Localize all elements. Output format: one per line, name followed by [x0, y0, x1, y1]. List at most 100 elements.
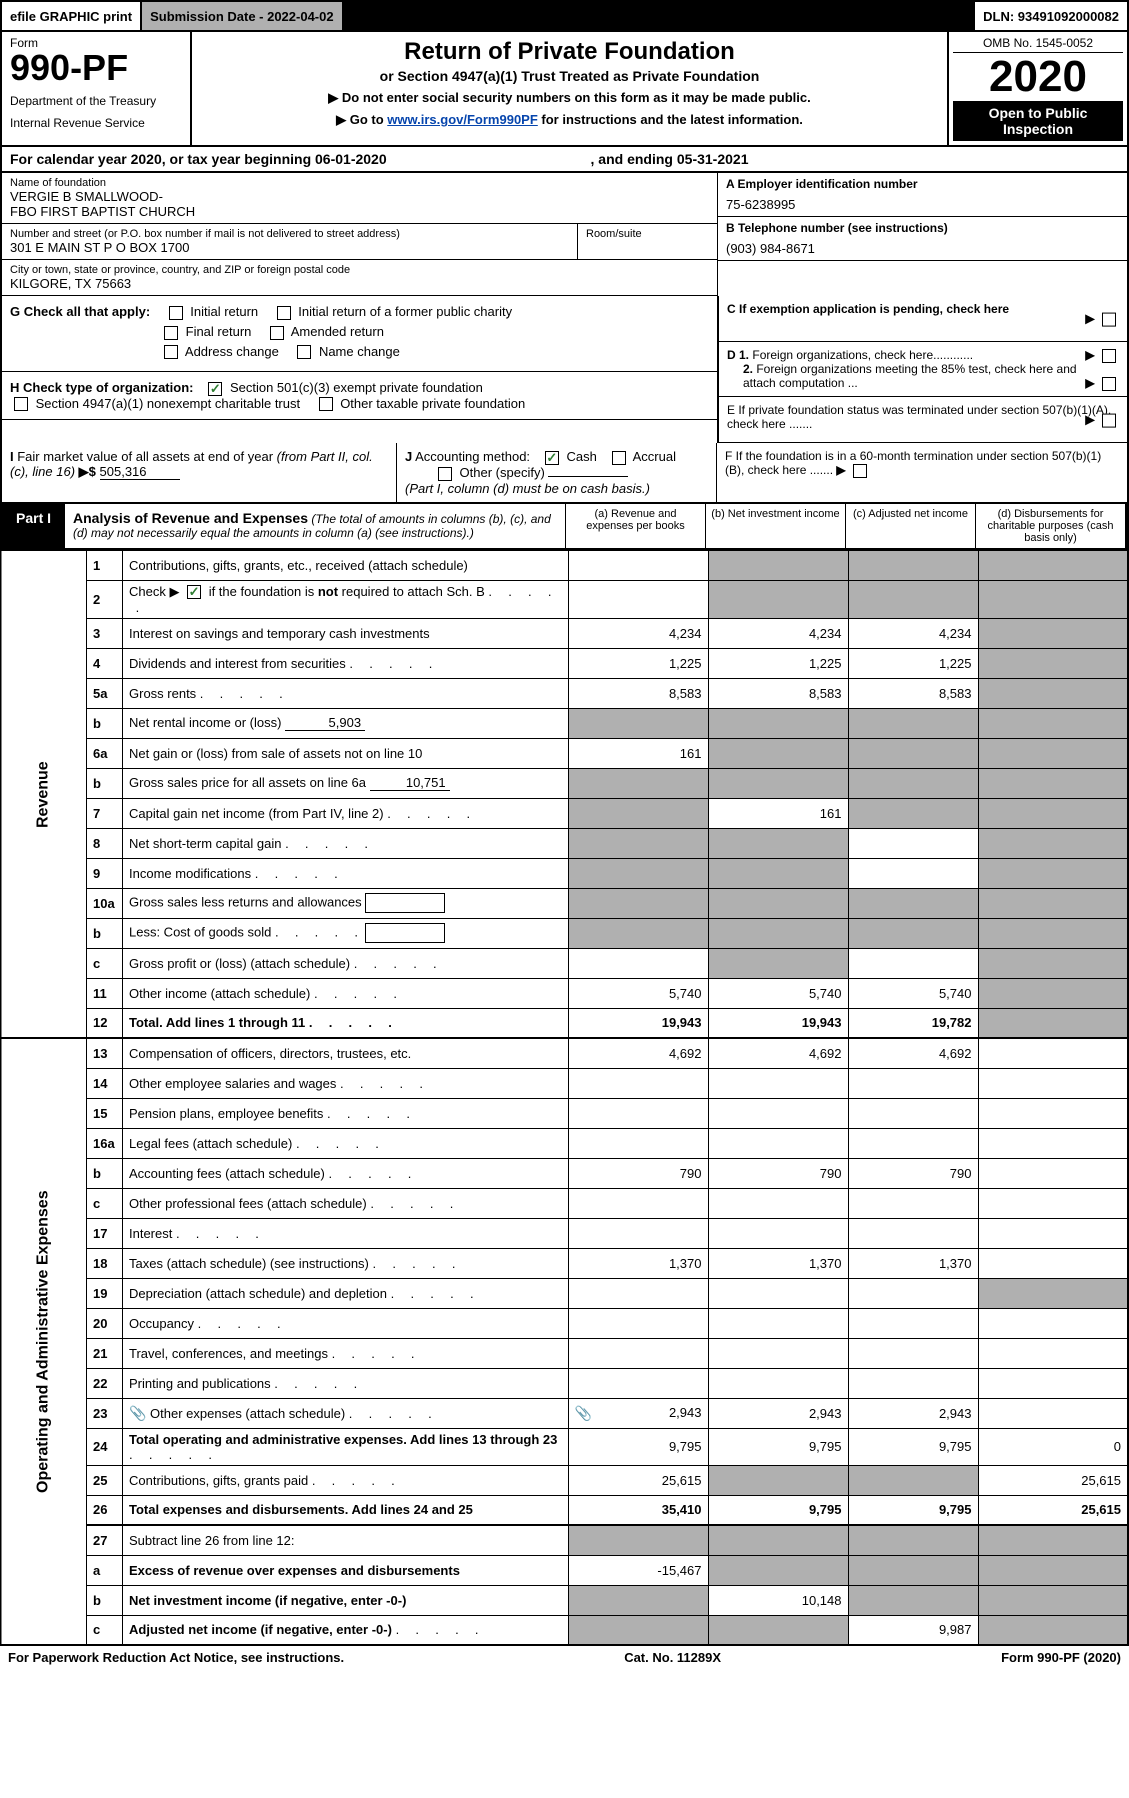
row-number: 26 [87, 1495, 123, 1525]
row-number: 21 [87, 1338, 123, 1368]
cell-c-c: 9,987 [848, 1615, 978, 1645]
checkbox-initial-return[interactable] [169, 306, 183, 320]
cell-b-a [568, 768, 708, 798]
city-cell: City or town, state or province, country… [2, 260, 717, 296]
row-desc: Net investment income (if negative, ente… [123, 1585, 569, 1615]
row-number: c [87, 948, 123, 978]
row-number: 2 [87, 580, 123, 618]
cell-4-a: 1,225 [568, 648, 708, 678]
cell-12-c: 19,782 [848, 1008, 978, 1038]
checkbox-f[interactable] [853, 464, 867, 478]
ijf-row: I Fair market value of all assets at end… [0, 443, 1129, 503]
cell-b-b: 10,148 [708, 1585, 848, 1615]
row-number: 23 [87, 1398, 123, 1428]
irs-link[interactable]: www.irs.gov/Form990PF [387, 112, 538, 127]
cell-14-d [978, 1068, 1128, 1098]
j-accounting: J Accounting method: Cash Accrual Other … [397, 443, 717, 501]
checkbox-accrual[interactable] [612, 451, 626, 465]
cell-20-d [978, 1308, 1128, 1338]
cell-1-a [568, 550, 708, 580]
efile-label: efile GRAPHIC print [2, 2, 142, 30]
checkbox-final-return[interactable] [164, 326, 178, 340]
cell-b-a [568, 1585, 708, 1615]
row-desc: Less: Cost of goods sold . . . . . [123, 918, 569, 948]
row-number: b [87, 1158, 123, 1188]
calendar-year-row: For calendar year 2020, or tax year begi… [0, 147, 1129, 173]
cell-18-b: 1,370 [708, 1248, 848, 1278]
cell-4-c: 1,225 [848, 648, 978, 678]
cell-7-c [848, 798, 978, 828]
c-exemption-pending: C If exemption application is pending, c… [718, 296, 1128, 342]
checkbox-other-taxable[interactable] [319, 397, 333, 411]
checkbox-4947[interactable] [14, 397, 28, 411]
row-desc: Compensation of officers, directors, tru… [123, 1038, 569, 1068]
cell-9-d [978, 858, 1128, 888]
row-number: 17 [87, 1218, 123, 1248]
cell-10a-b [708, 888, 848, 918]
cell-16a-c [848, 1128, 978, 1158]
checkbox-address-change[interactable] [164, 345, 178, 359]
e-status-terminated: E If private foundation status was termi… [718, 397, 1128, 443]
section-g-cd: G Check all that apply: Initial return I… [0, 296, 1129, 443]
cell-b-b [708, 708, 848, 738]
checkbox-e[interactable] [1102, 413, 1116, 427]
checkbox-name-change[interactable] [297, 345, 311, 359]
cell-19-d [978, 1278, 1128, 1308]
cell-9-b [708, 858, 848, 888]
row-desc: Net short-term capital gain . . . . . [123, 828, 569, 858]
cell-b-b [708, 918, 848, 948]
phone-cell: B Telephone number (see instructions) (9… [718, 217, 1127, 261]
cell-b-a: 790 [568, 1158, 708, 1188]
cell-18-c: 1,370 [848, 1248, 978, 1278]
part1-header: Part I Analysis of Revenue and Expenses … [0, 504, 1129, 550]
header-center: Return of Private Foundation or Section … [192, 32, 947, 145]
row-desc: Occupancy . . . . . [123, 1308, 569, 1338]
cell-21-b [708, 1338, 848, 1368]
i-fmv: I Fair market value of all assets at end… [2, 443, 397, 501]
cell-16a-b [708, 1128, 848, 1158]
cell-7-b: 161 [708, 798, 848, 828]
row-desc: Depreciation (attach schedule) and deple… [123, 1278, 569, 1308]
row-number: 1 [87, 550, 123, 580]
row-number: b [87, 708, 123, 738]
cell-5a-d [978, 678, 1128, 708]
cell-10a-c [848, 888, 978, 918]
row-desc: Income modifications . . . . . [123, 858, 569, 888]
row-number: 9 [87, 858, 123, 888]
checkbox-initial-former[interactable] [277, 306, 291, 320]
cell-27-a [568, 1525, 708, 1555]
row-number: 4 [87, 648, 123, 678]
checkbox-other-method[interactable] [438, 467, 452, 481]
header-right: OMB No. 1545-0052 2020 Open to Public In… [947, 32, 1127, 145]
g-check-apply: G Check all that apply: Initial return I… [2, 296, 717, 372]
cell-1-c [848, 550, 978, 580]
form-subtitle: or Section 4947(a)(1) Trust Treated as P… [198, 68, 941, 84]
row-desc: Taxes (attach schedule) (see instruction… [123, 1248, 569, 1278]
cell-15-b [708, 1098, 848, 1128]
cell-a-b [708, 1555, 848, 1585]
cell-21-a [568, 1338, 708, 1368]
cell-b-c [848, 918, 978, 948]
checkbox-501c3[interactable] [208, 382, 222, 396]
cell-19-a [568, 1278, 708, 1308]
checkbox-cash[interactable] [545, 451, 559, 465]
h-org-type: H Check type of organization: Section 50… [2, 372, 717, 420]
cell-8-d [978, 828, 1128, 858]
form-number: 990-PF [10, 50, 182, 86]
cell-21-c [848, 1338, 978, 1368]
row-desc: Pension plans, employee benefits . . . .… [123, 1098, 569, 1128]
cell-3-a: 4,234 [568, 618, 708, 648]
footer-left: For Paperwork Reduction Act Notice, see … [8, 1650, 344, 1665]
row-desc: Other professional fees (attach schedule… [123, 1188, 569, 1218]
footer-mid: Cat. No. 11289X [624, 1650, 721, 1665]
checkbox-d2[interactable] [1102, 377, 1116, 391]
revenue-sidebar: Revenue [1, 550, 87, 1038]
cell-12-b: 19,943 [708, 1008, 848, 1038]
cell-24-a: 9,795 [568, 1428, 708, 1465]
cell-7-d [978, 798, 1128, 828]
checkbox-d1[interactable] [1102, 349, 1116, 363]
cell-b-b [708, 768, 848, 798]
checkbox-c[interactable] [1102, 312, 1116, 326]
checkbox-amended-return[interactable] [270, 326, 284, 340]
row-desc: Contributions, gifts, grants paid . . . … [123, 1465, 569, 1495]
